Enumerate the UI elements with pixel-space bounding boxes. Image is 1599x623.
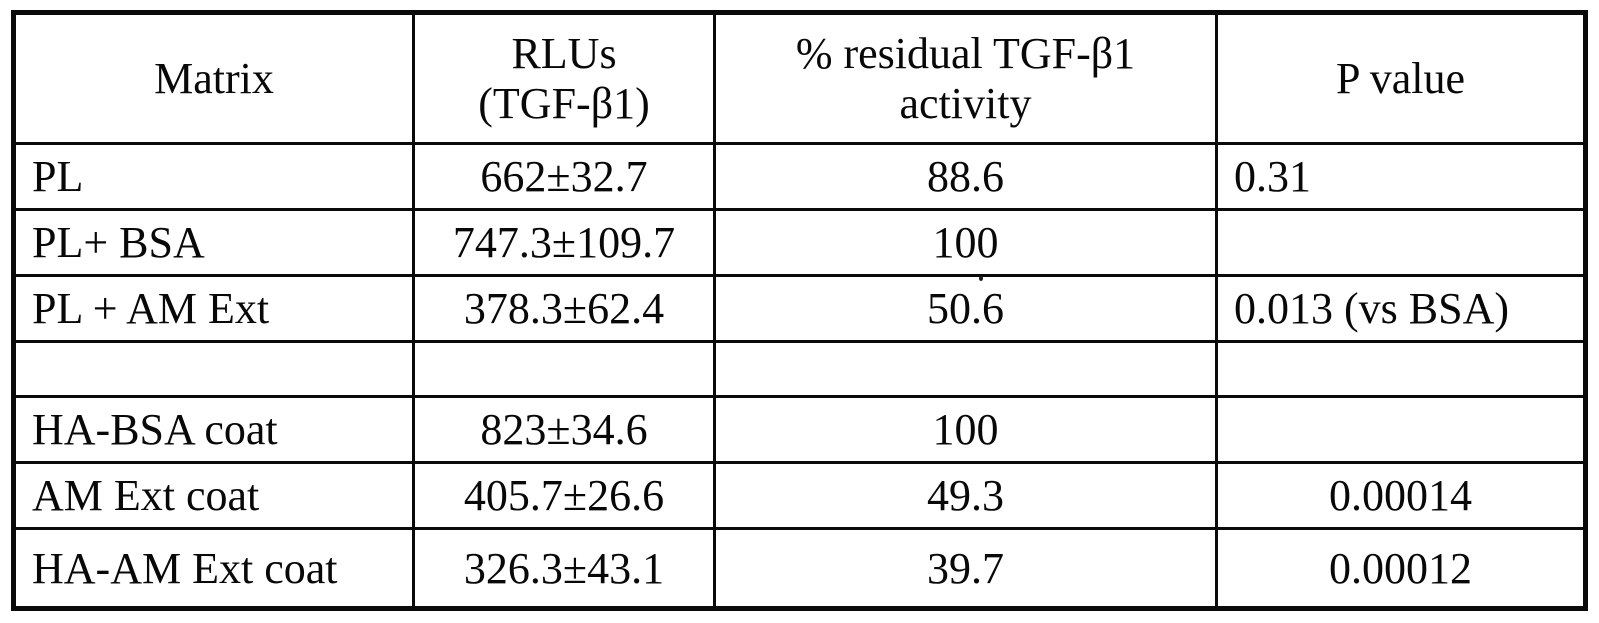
cell-p-value: 0.31 [1215,142,1587,211]
cell-rlus: 747.3±109.7 [412,208,716,277]
cell-matrix: HA-BSA coat [12,395,415,464]
table-row-pl-am-ext: PL + AM Ext 378.3±62.4 50.6 0.013 (vs BS… [12,274,1587,343]
cell-matrix: HA-AM Ext coat [12,527,415,610]
header-rlus: RLUs (TGF-β1) [412,11,716,145]
table-row-ha-am-ext-coat: HA-AM Ext coat 326.3±43.1 39.7 0.00012 [12,527,1587,610]
cell-p-value [1215,340,1587,398]
tgf-b1-activity-table: Matrix RLUs (TGF-β1) % residual TGF-β1 a… [11,10,1588,611]
cell-matrix: PL+ BSA [12,208,415,277]
header-p-value: P value [1215,11,1587,145]
cell-residual: 88.6 [713,142,1218,211]
cell-p-value: 0.00012 [1215,527,1587,610]
cell-residual: 50.6 [713,274,1218,343]
header-rlus-line2: (TGF-β1) [478,78,650,128]
header-residual-activity: % residual TGF-β1 activity [713,11,1218,145]
header-matrix: Matrix [12,11,415,145]
cell-matrix [12,340,415,398]
cell-residual: 100 [713,208,1218,277]
scan-artifact-dot [979,276,983,281]
header-p-value-label: P value [1335,53,1466,103]
cell-rlus: 662±32.7 [412,142,716,211]
cell-residual [713,340,1218,398]
cell-rlus: 378.3±62.4 [412,274,716,343]
header-matrix-label: Matrix [154,53,274,103]
cell-matrix: AM Ext coat [12,461,415,530]
header-rlus-line1: RLUs [511,29,617,79]
cell-p-value: 0.00014 [1215,461,1587,530]
cell-rlus [412,340,716,398]
cell-matrix: PL [12,142,415,211]
table-row-pl: PL 662±32.7 88.6 0.31 [12,142,1587,211]
table-row-spacer [12,340,1587,398]
cell-p-value [1215,395,1587,464]
cell-p-value: 0.013 (vs BSA) [1215,274,1587,343]
header-residual-line1: % residual TGF-β1 [795,29,1136,79]
cell-residual: 39.7 [713,527,1218,610]
cell-rlus: 405.7±26.6 [412,461,716,530]
header-residual-line2: activity [899,78,1032,128]
table-row-pl-bsa: PL+ BSA 747.3±109.7 100 [12,208,1587,277]
cell-rlus: 326.3±43.1 [412,527,716,610]
cell-matrix: PL + AM Ext [12,274,415,343]
table-header-row: Matrix RLUs (TGF-β1) % residual TGF-β1 a… [12,11,1587,145]
cell-rlus: 823±34.6 [412,395,716,464]
cell-p-value [1215,208,1587,277]
cell-residual: 49.3 [713,461,1218,530]
table-row-am-ext-coat: AM Ext coat 405.7±26.6 49.3 0.00014 [12,461,1587,530]
table-row-ha-bsa-coat: HA-BSA coat 823±34.6 100 [12,395,1587,464]
cell-residual: 100 [713,395,1218,464]
